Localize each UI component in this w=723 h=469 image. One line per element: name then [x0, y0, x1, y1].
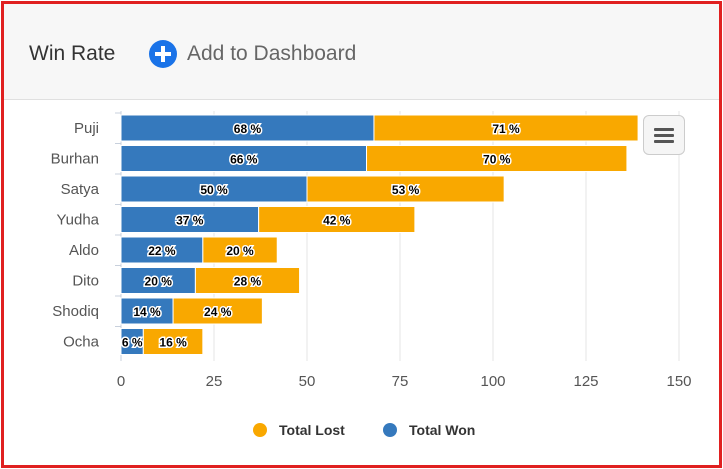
category-label: Yudha: [56, 212, 99, 229]
legend-marker: [383, 423, 397, 437]
bar-total-won: [120, 236, 204, 264]
data-label-lost: 24 %: [204, 305, 232, 319]
bar-total-lost: [373, 114, 639, 142]
data-label-won: 6 %: [122, 336, 143, 350]
add-to-dashboard-button[interactable]: Add to Dashboard: [149, 39, 356, 69]
plus-circle-icon: [149, 40, 177, 68]
data-label-lost: 16 %: [159, 336, 187, 350]
data-label-won: 50 %: [200, 183, 228, 197]
data-label-won: 20 %: [145, 275, 173, 289]
x-tick-label: 0: [117, 373, 125, 390]
x-tick-label: 50: [299, 373, 316, 390]
bar-total-won: [120, 114, 375, 142]
legend-label: Total Won: [409, 422, 475, 438]
x-tick-label: 150: [666, 373, 691, 390]
widget-title: Win Rate: [29, 42, 116, 65]
data-label-won: 66 %: [230, 153, 258, 167]
data-label-lost: 28 %: [234, 275, 262, 289]
data-label-lost: 42 %: [323, 214, 351, 228]
bar-total-lost: [194, 267, 301, 294]
data-label-won: 14 %: [133, 305, 161, 319]
data-label-lost: 70 %: [483, 153, 511, 167]
category-label: Dito: [72, 273, 99, 290]
data-label-won: 68 %: [234, 122, 262, 136]
legend-marker: [253, 423, 267, 437]
category-label: Aldo: [69, 242, 99, 259]
bar-total-lost: [366, 145, 628, 172]
bar-total-won: [120, 297, 174, 325]
data-label-won: 22 %: [148, 244, 176, 258]
category-label: Satya: [61, 181, 100, 198]
data-label-lost: 53 %: [392, 183, 420, 197]
bar-total-won: [120, 267, 196, 294]
hamburger-icon: [654, 128, 674, 131]
x-tick-label: 100: [480, 373, 505, 390]
category-label: Ocha: [63, 334, 100, 351]
widget-header: Win Rate Add to Dashboard: [4, 4, 719, 100]
bar-total-lost: [258, 206, 416, 233]
bar-total-lost: [172, 297, 263, 325]
bar-total-won: [120, 175, 308, 203]
x-tick-label: 25: [206, 373, 223, 390]
bar-total-lost: [142, 328, 204, 355]
chart-menu-button[interactable]: [643, 115, 685, 155]
x-tick-label: 75: [392, 373, 409, 390]
x-tick-label: 125: [573, 373, 598, 390]
category-label: Burhan: [51, 151, 99, 168]
category-label: Shodiq: [52, 303, 99, 320]
data-label-lost: 20 %: [226, 244, 254, 258]
add-to-dashboard-label: Add to Dashboard: [187, 42, 357, 65]
data-label-lost: 71 %: [492, 122, 520, 136]
bar-total-lost: [306, 175, 505, 203]
category-label: Puji: [74, 120, 99, 137]
bar-total-lost: [202, 236, 278, 264]
data-label-won: 37 %: [176, 214, 204, 228]
legend-label: Total Lost: [279, 422, 345, 438]
